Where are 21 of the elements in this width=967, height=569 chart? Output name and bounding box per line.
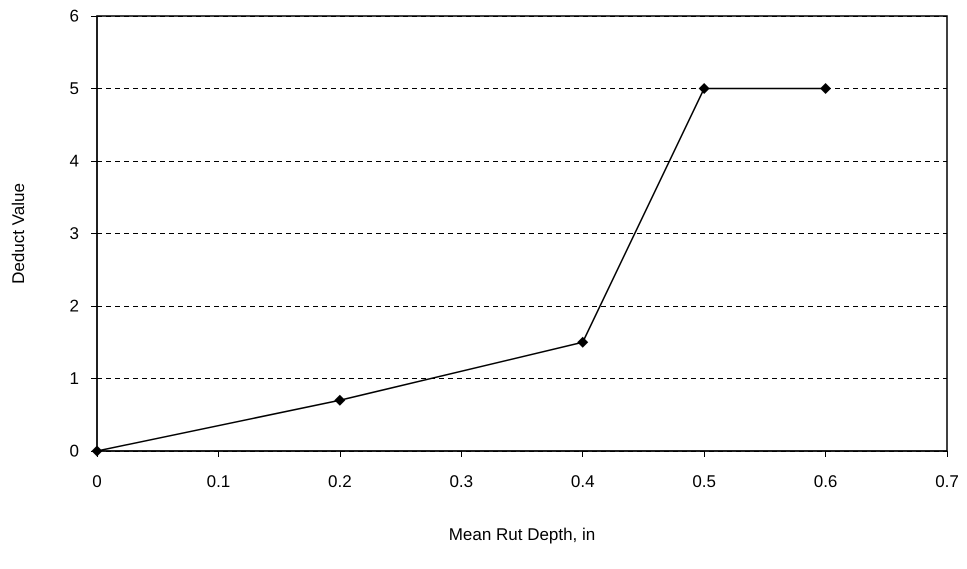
x-tick-label: 0.3: [449, 472, 474, 491]
y-tick-label: 3: [70, 224, 79, 243]
point: [577, 336, 588, 348]
x-tick-label: 0: [92, 472, 102, 491]
x-tick-label: 0.1: [206, 472, 230, 491]
x-tick-label: 0.4: [570, 472, 595, 491]
y-tick-label: 5: [70, 79, 79, 98]
point: [820, 83, 832, 94]
y-tick-label: 1: [70, 369, 79, 388]
x-tick-label: 0.6: [814, 472, 838, 491]
x-tick-label: 0.5: [692, 472, 716, 491]
point: [334, 394, 346, 406]
x-tick-label: 0.2: [328, 472, 352, 491]
point: [698, 83, 710, 94]
y-tick-label: 4: [70, 152, 79, 170]
y-tick-label: 6: [70, 6, 79, 26]
y-tick-label: 2: [70, 296, 79, 316]
x-tick-label: 0.7: [935, 472, 959, 491]
x-axis-title: Mean Rut Depth, in: [448, 525, 596, 544]
y-tick-label: 0: [70, 442, 79, 460]
y-axis-title: Deduct Value: [9, 183, 28, 284]
